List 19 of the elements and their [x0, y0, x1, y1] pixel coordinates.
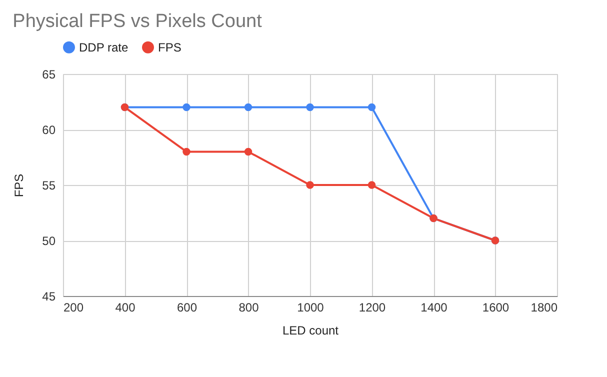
- x-tick-label: 1200: [358, 300, 386, 314]
- x-tick-label: 800: [238, 300, 260, 314]
- legend-label: FPS: [158, 40, 182, 54]
- y-tick-label: 65: [42, 68, 56, 82]
- legend-label: DDP rate: [79, 40, 128, 54]
- x-tick-label: 400: [115, 300, 136, 314]
- x-axis-title: LED count: [282, 324, 340, 338]
- y-tick-label: 45: [42, 290, 56, 304]
- y-tick-label: 55: [42, 178, 56, 192]
- chart-title: Physical FPS vs Pixels Count: [12, 11, 263, 32]
- y-tick-label: 50: [42, 234, 56, 248]
- y-axis-title: FPS: [12, 174, 26, 198]
- x-tick-label: 1800: [530, 300, 558, 314]
- x-tick-label: 600: [176, 300, 198, 314]
- y-tick-label: 60: [42, 123, 56, 137]
- x-tick-label: 1600: [482, 300, 510, 314]
- x-tick-label: 1400: [420, 300, 448, 314]
- x-tick-label: 1000: [297, 300, 324, 314]
- x-tick-label: 200: [64, 300, 84, 314]
